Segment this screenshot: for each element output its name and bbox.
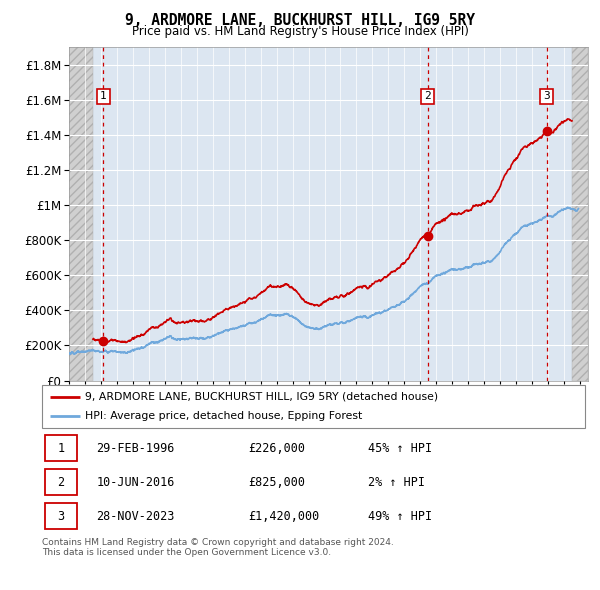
Text: 10-JUN-2016: 10-JUN-2016 <box>97 476 175 489</box>
Text: 28-NOV-2023: 28-NOV-2023 <box>97 510 175 523</box>
Text: 45% ↑ HPI: 45% ↑ HPI <box>368 442 432 455</box>
Text: 49% ↑ HPI: 49% ↑ HPI <box>368 510 432 523</box>
Bar <box>69 47 93 381</box>
Bar <box>572 47 588 381</box>
Bar <box>572 47 588 381</box>
Text: 3: 3 <box>543 91 550 101</box>
Text: £226,000: £226,000 <box>248 442 305 455</box>
Text: 1: 1 <box>100 91 107 101</box>
Text: 2: 2 <box>58 476 65 489</box>
Text: £1,420,000: £1,420,000 <box>248 510 320 523</box>
Text: HPI: Average price, detached house, Epping Forest: HPI: Average price, detached house, Eppi… <box>85 411 362 421</box>
FancyBboxPatch shape <box>42 385 585 428</box>
Text: 2: 2 <box>424 91 431 101</box>
FancyBboxPatch shape <box>45 503 77 529</box>
Text: 29-FEB-1996: 29-FEB-1996 <box>97 442 175 455</box>
Text: 3: 3 <box>58 510 65 523</box>
Text: £825,000: £825,000 <box>248 476 305 489</box>
FancyBboxPatch shape <box>45 470 77 495</box>
Bar <box>69 47 93 381</box>
Text: 2% ↑ HPI: 2% ↑ HPI <box>368 476 425 489</box>
Text: 9, ARDMORE LANE, BUCKHURST HILL, IG9 5RY (detached house): 9, ARDMORE LANE, BUCKHURST HILL, IG9 5RY… <box>85 392 439 402</box>
Text: Price paid vs. HM Land Registry's House Price Index (HPI): Price paid vs. HM Land Registry's House … <box>131 25 469 38</box>
Text: 1: 1 <box>58 442 65 455</box>
FancyBboxPatch shape <box>45 435 77 461</box>
Text: 9, ARDMORE LANE, BUCKHURST HILL, IG9 5RY: 9, ARDMORE LANE, BUCKHURST HILL, IG9 5RY <box>125 12 475 28</box>
Text: Contains HM Land Registry data © Crown copyright and database right 2024.
This d: Contains HM Land Registry data © Crown c… <box>42 538 394 558</box>
